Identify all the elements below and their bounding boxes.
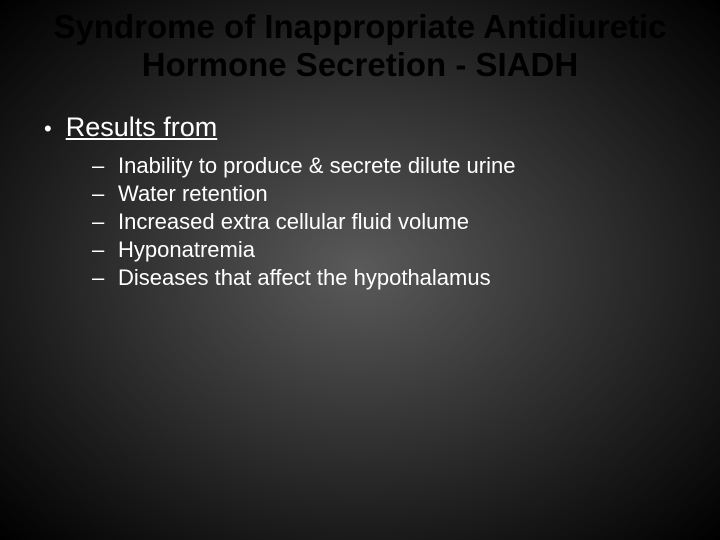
section-heading: Results from — [66, 112, 218, 143]
slide-title: Syndrome of Inappropriate Antidiuretic H… — [30, 8, 690, 84]
dash-icon: – — [92, 265, 106, 291]
list-item-text: Diseases that affect the hypothalamus — [118, 265, 491, 291]
list-item: – Increased extra cellular fluid volume — [92, 209, 690, 235]
list-item: – Diseases that affect the hypothalamus — [92, 265, 690, 291]
dash-icon: – — [92, 181, 106, 207]
bullet-icon: • — [44, 118, 52, 140]
list-item-text: Increased extra cellular fluid volume — [118, 209, 469, 235]
section-heading-row: • Results from — [30, 112, 690, 143]
dash-icon: – — [92, 209, 106, 235]
sub-list: – Inability to produce & secrete dilute … — [30, 153, 690, 291]
list-item-text: Hyponatremia — [118, 237, 255, 263]
list-item-text: Water retention — [118, 181, 268, 207]
slide-container: Syndrome of Inappropriate Antidiuretic H… — [0, 0, 720, 540]
list-item: – Hyponatremia — [92, 237, 690, 263]
list-item-text: Inability to produce & secrete dilute ur… — [118, 153, 515, 179]
dash-icon: – — [92, 237, 106, 263]
list-item: – Inability to produce & secrete dilute … — [92, 153, 690, 179]
list-item: – Water retention — [92, 181, 690, 207]
dash-icon: – — [92, 153, 106, 179]
